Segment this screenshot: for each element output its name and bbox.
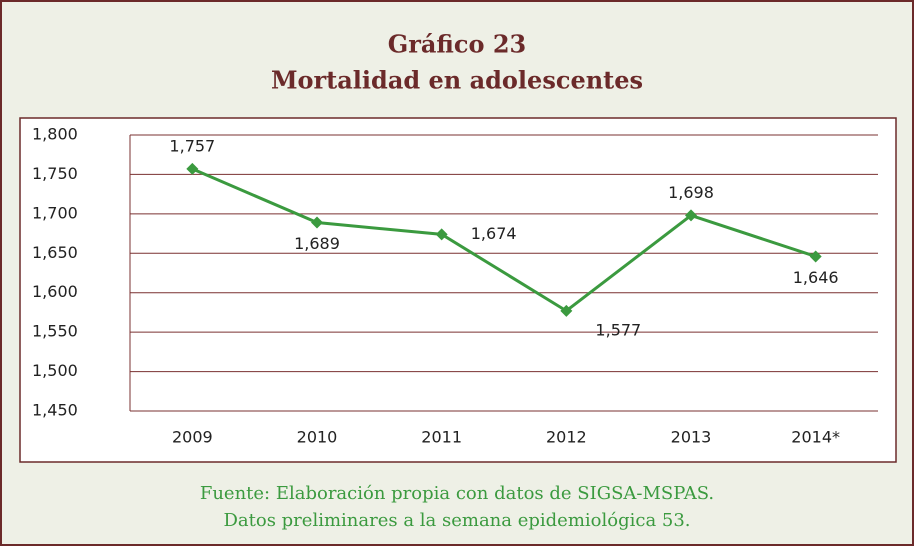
marker [560, 304, 573, 317]
marker [685, 209, 697, 222]
x-tick-label: 2012 [546, 428, 587, 447]
x-tick-label: 2013 [671, 428, 712, 447]
data-label: 1,689 [294, 234, 340, 253]
x-tick-label: 2009 [172, 428, 213, 447]
y-tick-label: 1,750 [32, 164, 78, 183]
data-label: 1,674 [471, 224, 517, 243]
x-tick-label: 2011 [421, 428, 462, 447]
data-label: 1,646 [793, 268, 839, 287]
plot-box [19, 117, 897, 463]
y-tick-label: 1,450 [32, 401, 78, 420]
series-line [191, 167, 817, 313]
data-label: 1,577 [595, 320, 641, 339]
y-tick-label: 1,550 [32, 322, 78, 341]
y-tick-label: 1,650 [32, 243, 78, 262]
y-tick-label: 1,800 [32, 125, 78, 144]
source: Datos preliminares a la semana epidemiol… [223, 510, 690, 531]
source: Fuente: Elaboración propia con datos de … [200, 483, 714, 504]
marker [311, 216, 323, 229]
x-tick-label: 2010 [297, 428, 338, 447]
data-label: 1,698 [668, 183, 714, 202]
x-tick-label: 2014* [791, 428, 840, 447]
chart-subtitle: Mortalidad en adolescentes [271, 66, 643, 95]
marker [435, 228, 448, 241]
chart-title: Gráfico 23 [388, 30, 527, 59]
y-tick-label: 1,700 [32, 203, 78, 222]
marker [186, 162, 199, 175]
y-tick-label: 1,500 [32, 361, 78, 380]
data-label: 1,757 [169, 136, 215, 155]
y-tick-label: 1,600 [32, 282, 78, 301]
marker [809, 250, 822, 263]
